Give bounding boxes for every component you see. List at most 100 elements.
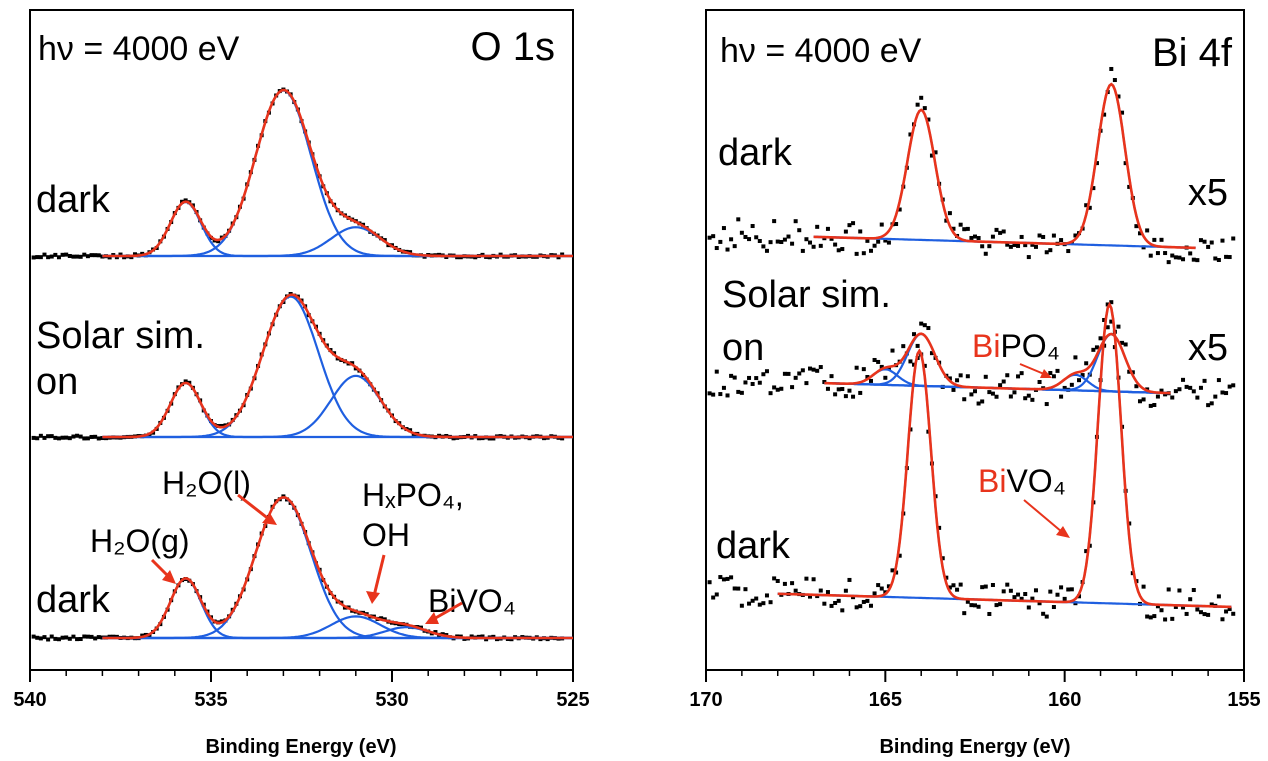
data-point (1216, 594, 1221, 599)
data-point (1191, 389, 1196, 394)
data-point (1109, 319, 1114, 324)
data-point (1091, 186, 1096, 191)
bi4f-panel-title: Bi 4f (1152, 31, 1233, 75)
data-point (750, 224, 755, 229)
data-point (183, 379, 188, 384)
data-point (1227, 255, 1232, 260)
data-point (96, 436, 101, 441)
data-point (980, 585, 985, 590)
data-point (994, 394, 999, 399)
data-point (775, 239, 780, 244)
data-point (1019, 596, 1024, 601)
data-point (1001, 229, 1006, 234)
data-point (757, 380, 762, 385)
data-point (761, 372, 766, 377)
data-point (790, 581, 795, 586)
data-point (743, 587, 748, 592)
data-point (965, 226, 970, 231)
data-point (1163, 251, 1168, 256)
data-point (1231, 236, 1236, 241)
data-point (42, 435, 47, 440)
bi4f-scale-middle: x5 (1188, 327, 1228, 369)
data-point (1152, 402, 1157, 407)
arrowhead-bivo4 (1056, 526, 1070, 538)
data-point (1055, 368, 1060, 373)
data-point (940, 556, 945, 561)
data-point (1109, 300, 1114, 305)
data-point (739, 230, 744, 235)
data-point (833, 242, 838, 247)
data-point (743, 234, 748, 239)
annotation-bivo4-bi: Bi (978, 463, 1006, 499)
data-point (990, 391, 995, 396)
data-point (1195, 395, 1200, 400)
data-point (750, 598, 755, 603)
data-point (808, 366, 813, 371)
data-point (926, 117, 931, 122)
o1s-trace-label-solar-line1: Solar sim. (36, 315, 205, 357)
data-point (71, 634, 76, 639)
data-point (1188, 385, 1193, 390)
data-point (1019, 234, 1024, 239)
data-point (714, 246, 719, 251)
data-point (1181, 257, 1186, 262)
data-point (1001, 589, 1006, 594)
bi4f-curves (707, 66, 1236, 622)
data-point (879, 364, 884, 369)
data-point (843, 394, 848, 399)
data-point (718, 392, 723, 397)
data-point (976, 401, 981, 406)
data-point (818, 588, 823, 593)
data-point (897, 207, 902, 212)
data-point (1134, 384, 1139, 389)
data-point (118, 252, 123, 257)
data-point (1062, 385, 1067, 390)
data-point (912, 362, 917, 367)
data-point (865, 374, 870, 379)
data-point (1191, 588, 1196, 593)
data-point (800, 248, 805, 253)
arrow-bivo4 (1023, 499, 1063, 533)
data-point (800, 368, 805, 373)
data-point (71, 254, 76, 259)
data-point (64, 252, 69, 257)
data-point (451, 436, 456, 441)
data-point (1023, 592, 1028, 597)
data-point (1184, 611, 1189, 616)
data-point (42, 635, 47, 640)
data-point (85, 436, 90, 441)
data-point (1224, 254, 1229, 259)
data-point (1202, 612, 1207, 617)
data-point (1030, 596, 1035, 601)
data-point (768, 391, 773, 396)
data-point (1005, 373, 1010, 378)
bi4f-trace-label-solar-line2: on (722, 327, 764, 369)
o1s-panel-title: O 1s (471, 25, 555, 69)
annotation-bipo4-bi: Bi (972, 328, 1000, 364)
data-point (840, 387, 845, 392)
data-point (1155, 251, 1160, 256)
data-point (1198, 610, 1203, 615)
data-point (732, 244, 737, 249)
data-point (1023, 396, 1028, 401)
data-point (779, 386, 784, 391)
bi4f-trace-label-dark-top: dark (718, 132, 793, 174)
data-point (843, 588, 848, 593)
data-point (836, 598, 841, 603)
data-point (1206, 612, 1211, 617)
data-point (994, 227, 999, 232)
data-point (1188, 597, 1193, 602)
data-point (1037, 233, 1042, 238)
data-point (836, 248, 841, 253)
data-point (1051, 605, 1056, 610)
data-point (1109, 66, 1114, 71)
data-point (1102, 112, 1107, 117)
data-point (793, 375, 798, 380)
data-point (67, 636, 72, 641)
annotation-bivo4: BiVO₄ (978, 463, 1066, 499)
data-point (736, 217, 741, 222)
data-point (1044, 250, 1049, 255)
data-point (965, 374, 970, 379)
arrow-bipo4 (1019, 363, 1045, 375)
data-point (71, 434, 76, 439)
